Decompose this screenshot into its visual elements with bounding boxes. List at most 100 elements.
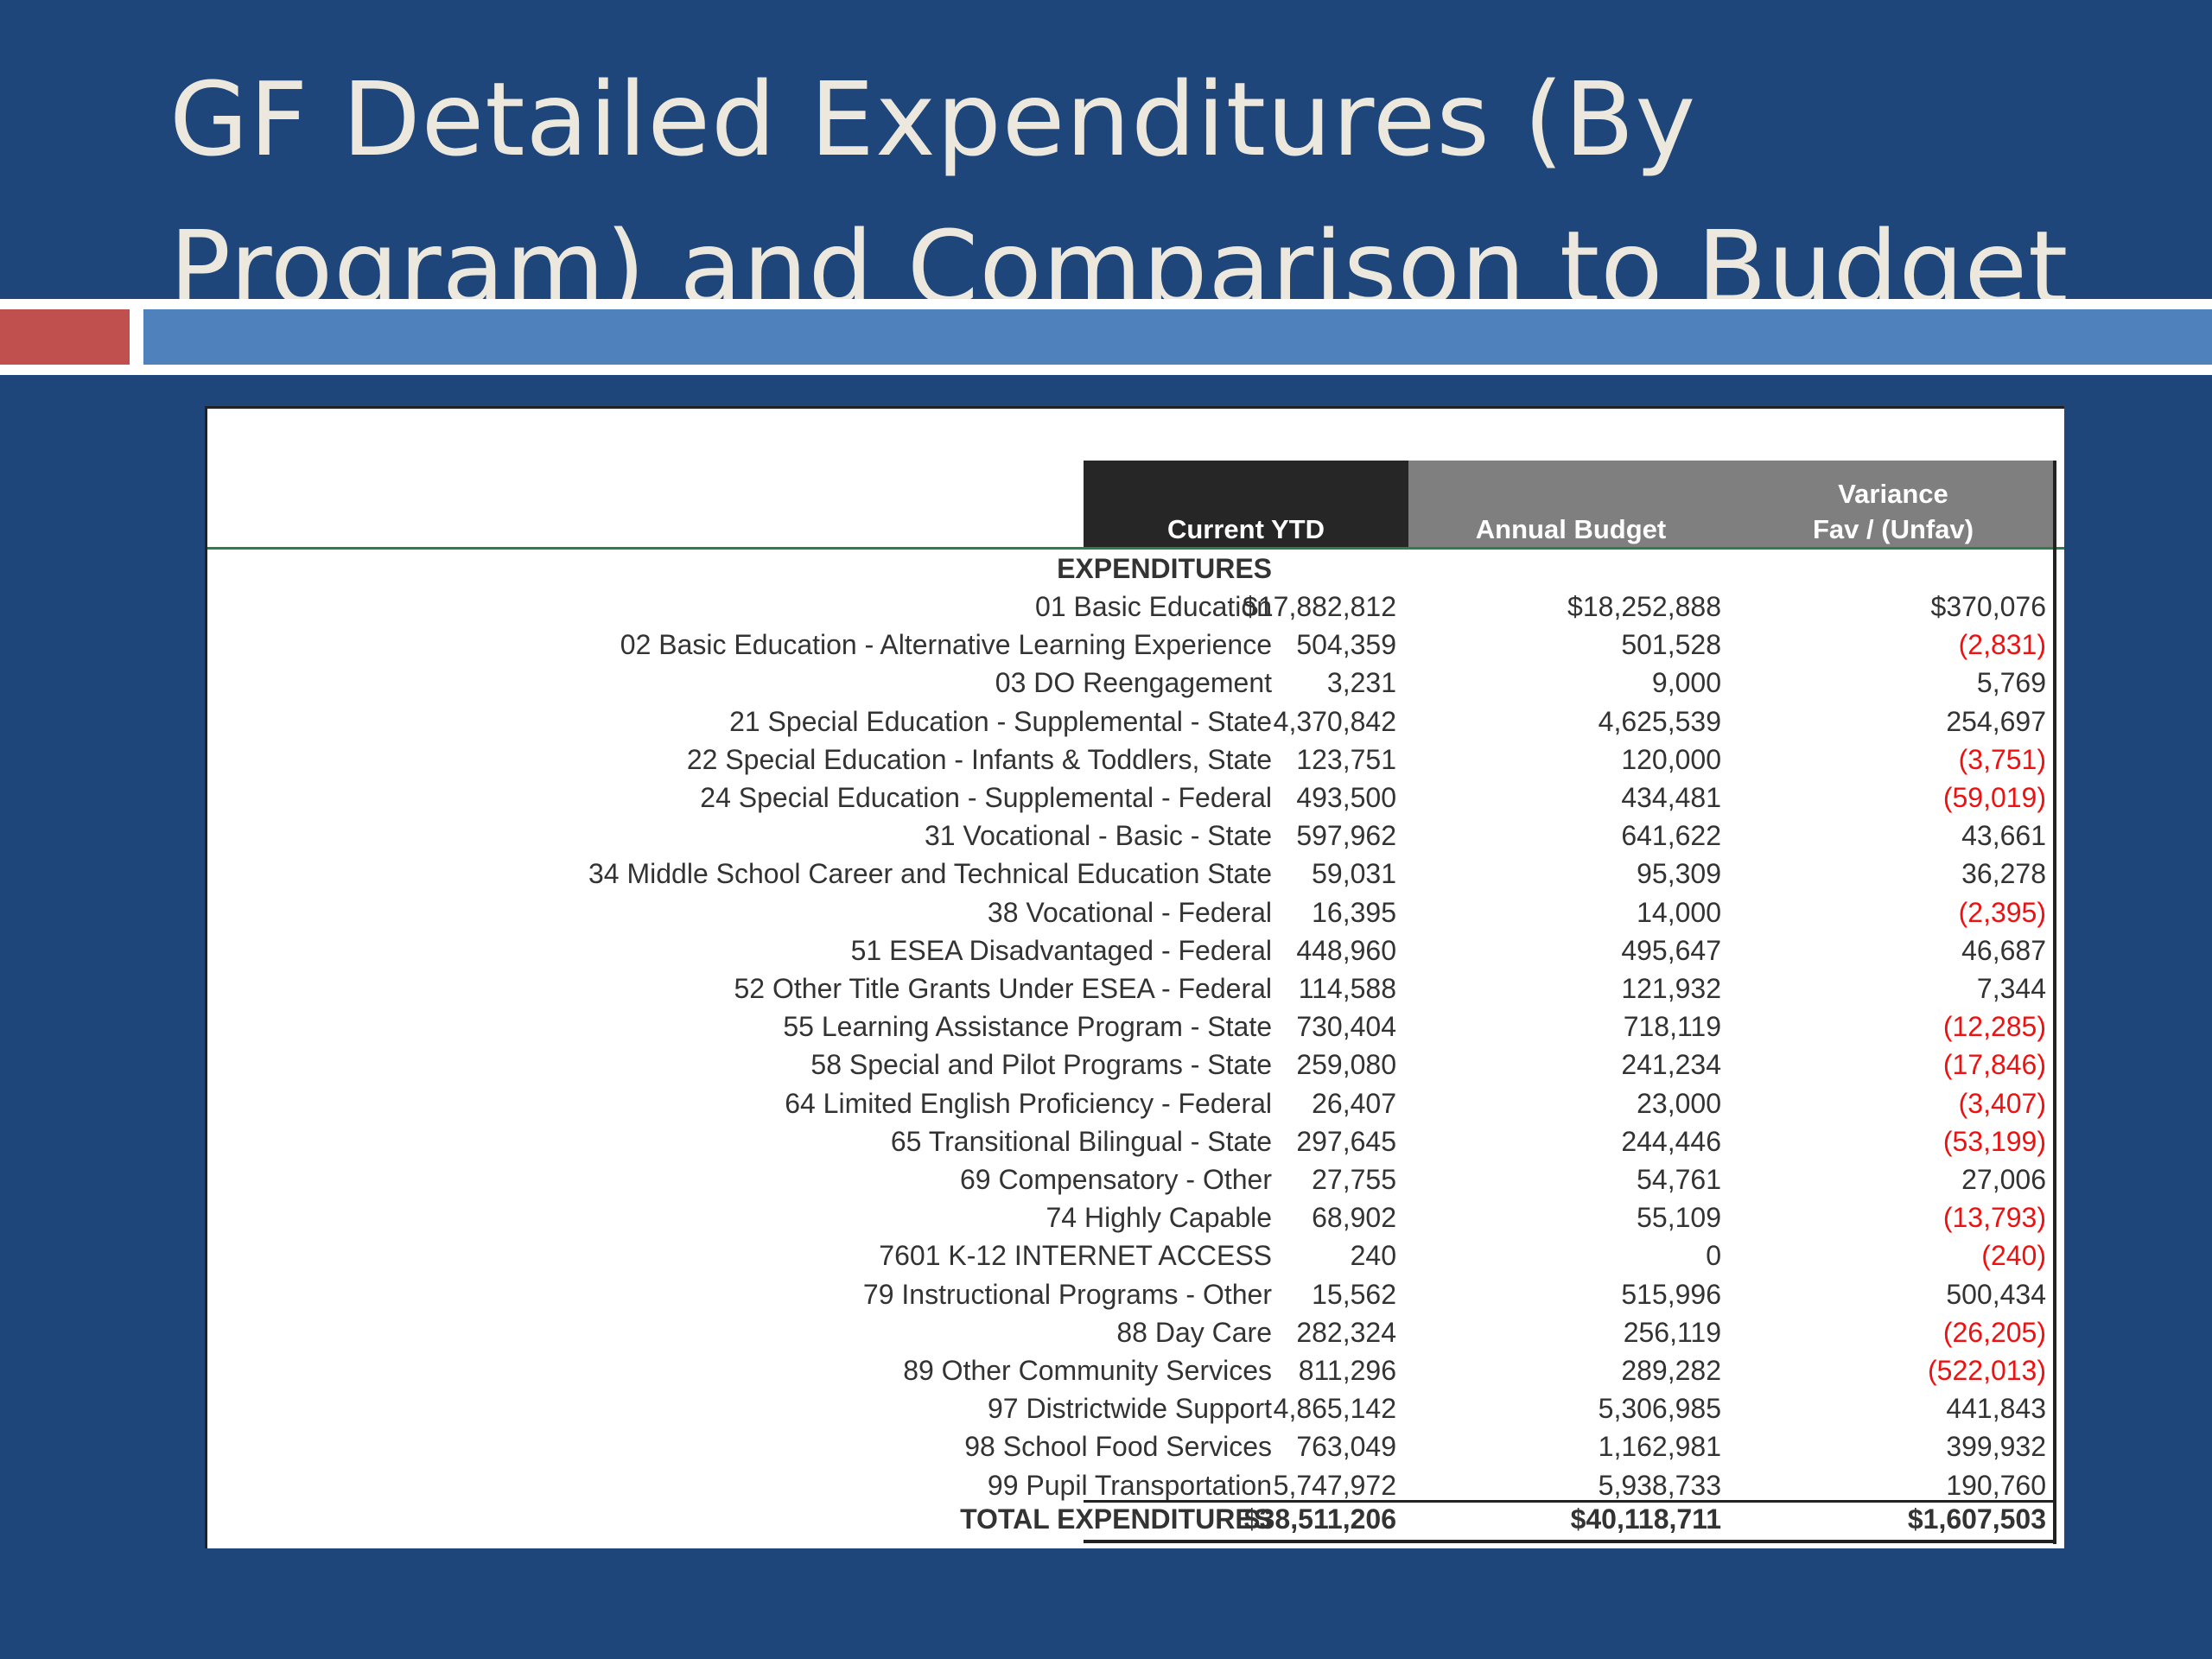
row-current-ytd: 27,755 (1312, 1164, 1396, 1195)
row-label: 02 Basic Education - Alternative Learnin… (620, 629, 1272, 661)
row-current-ytd: 282,324 (1296, 1316, 1396, 1348)
section-label: EXPENDITURES (1057, 553, 1272, 584)
table-row: 64 Limited English Proficiency - Federal… (207, 1088, 2053, 1126)
table-border-left (205, 406, 207, 1548)
row-current-ytd: 811,296 (1298, 1355, 1396, 1386)
section-row: EXPENDITURES (207, 553, 2053, 591)
row-current-ytd: 240 (1350, 1240, 1396, 1272)
row-current-ytd: 597,962 (1296, 820, 1396, 852)
row-variance: 27,006 (1961, 1164, 2046, 1195)
table-row: 65 Transitional Bilingual - State 297,645… (207, 1126, 2053, 1164)
row-annual-budget: 289,282 (1621, 1355, 1721, 1386)
row-current-ytd: 26,407 (1312, 1087, 1396, 1119)
row-annual-budget: 9,000 (1651, 667, 1721, 699)
total-label: TOTAL EXPENDITURES (960, 1503, 1272, 1535)
row-label: 89 Other Community Services (903, 1355, 1272, 1386)
table-row: 22 Special Education - Infants & Toddler… (207, 744, 2053, 782)
row-current-ytd: 59,031 (1312, 858, 1396, 890)
table-border-top (205, 406, 2064, 409)
total-double-underline (1084, 1540, 2056, 1543)
row-variance: (3,751) (1958, 743, 2046, 775)
row-variance: 43,661 (1961, 820, 2046, 852)
table-row: 69 Compensatory - Other 27,755 54,761 27,00… (207, 1164, 2053, 1202)
row-annual-budget: 256,119 (1623, 1316, 1721, 1348)
row-current-ytd: 16,395 (1312, 896, 1396, 928)
total-separator (1084, 1500, 2053, 1503)
row-label: 74 Highly Capable (1046, 1202, 1273, 1234)
row-variance: (2,395) (1958, 896, 2046, 928)
row-annual-budget: 718,119 (1623, 1011, 1721, 1043)
row-variance: (12,285) (1942, 1011, 2046, 1043)
header-variance: Variance Fav / (Unfav) (1733, 461, 2056, 547)
row-variance: 441,843 (1946, 1393, 2046, 1425)
row-label: 7601 K-12 INTERNET ACCESS (879, 1240, 1272, 1272)
total-budget: $40,118,711 (1570, 1503, 1721, 1535)
row-label: 22 Special Education - Infants & Toddler… (686, 743, 1272, 775)
header-current-ytd-label: Current YTD (1166, 514, 1325, 544)
row-variance: 5,769 (1976, 667, 2046, 699)
row-variance: 500,434 (1946, 1278, 2046, 1310)
header-current-ytd: Current YTD (1084, 461, 1408, 547)
slide-title: GF Detailed Expenditures (By Program) an… (169, 45, 2157, 342)
row-label: 58 Special and Pilot Programs - State (810, 1049, 1272, 1081)
total-variance: $1,607,503 (1907, 1503, 2046, 1535)
table-row: 03 DO Reengagement 3,231 9,000 5,769 (207, 667, 2053, 705)
row-annual-budget: 5,938,733 (1598, 1469, 1721, 1501)
row-variance: (17,846) (1942, 1049, 2046, 1081)
row-label: 01 Basic Education (1035, 591, 1272, 622)
row-annual-budget: 55,109 (1637, 1202, 1721, 1234)
row-current-ytd: 15,562 (1312, 1278, 1396, 1310)
row-annual-budget: 95,309 (1637, 858, 1721, 890)
total-row: TOTAL EXPENDITURES $38,511,206 $40,118,7… (207, 1503, 2053, 1541)
row-label: 03 DO Reengagement (995, 667, 1272, 699)
table-row: 31 Vocational - Basic - State 597,962 641,… (207, 820, 2053, 858)
table-border-right (2053, 461, 2056, 1544)
row-variance: 7,344 (1976, 973, 2046, 1004)
row-annual-budget: 641,622 (1621, 820, 1721, 852)
row-current-ytd: $17,882,812 (1243, 591, 1396, 622)
table-row: 21 Special Education - Supplemental - St… (207, 706, 2053, 744)
table-row: 89 Other Community Services 811,296 289,28… (207, 1355, 2053, 1393)
row-label: 64 Limited English Proficiency - Federal (785, 1087, 1272, 1119)
row-current-ytd: 68,902 (1312, 1202, 1396, 1234)
row-annual-budget: 241,234 (1621, 1049, 1721, 1081)
header-separator (207, 547, 2064, 550)
row-variance: (26,205) (1942, 1316, 2046, 1348)
row-label: 97 Districtwide Support (987, 1393, 1272, 1425)
row-variance: (240) (1981, 1240, 2046, 1272)
row-current-ytd: 448,960 (1296, 934, 1396, 966)
row-variance: 46,687 (1961, 934, 2046, 966)
row-variance: 399,932 (1946, 1431, 2046, 1463)
row-annual-budget: 120,000 (1621, 743, 1721, 775)
row-label: 38 Vocational - Federal (987, 896, 1272, 928)
row-annual-budget: 244,446 (1621, 1125, 1721, 1157)
row-annual-budget: 14,000 (1637, 896, 1721, 928)
row-annual-budget: 4,625,539 (1598, 705, 1721, 737)
table-row: 01 Basic Education $17,882,812 $18,252,888… (207, 591, 2053, 629)
row-current-ytd: 493,500 (1296, 782, 1396, 813)
row-current-ytd: 3,231 (1326, 667, 1396, 699)
table-row: 38 Vocational - Federal 16,395 14,000 (2,39… (207, 897, 2053, 935)
row-current-ytd: 114,588 (1298, 973, 1396, 1004)
row-annual-budget: 1,162,981 (1598, 1431, 1721, 1463)
row-annual-budget: 515,996 (1621, 1278, 1721, 1310)
row-current-ytd: 504,359 (1296, 629, 1396, 661)
row-current-ytd: 4,865,142 (1273, 1393, 1396, 1425)
row-variance: 254,697 (1946, 705, 2046, 737)
row-label: 31 Vocational - Basic - State (925, 820, 1272, 852)
title-divider-accent-blue (143, 309, 2212, 365)
row-annual-budget: 54,761 (1637, 1164, 1721, 1195)
row-variance: (53,199) (1942, 1125, 2046, 1157)
row-current-ytd: 763,049 (1296, 1431, 1396, 1463)
expenditure-table-panel (205, 406, 2064, 1548)
row-current-ytd: 730,404 (1296, 1011, 1396, 1043)
header-variance-sublabel: Fav / (Unfav) (1812, 514, 1974, 544)
header-annual-budget-label: Annual Budget (1475, 514, 1667, 544)
table-row: 34 Middle School Career and Technical Ed… (207, 858, 2053, 896)
row-label: 69 Compensatory - Other (959, 1164, 1272, 1195)
row-variance: (2,831) (1958, 629, 2046, 661)
row-label: 88 Day Care (1116, 1316, 1272, 1348)
row-variance: (522,013) (1928, 1355, 2046, 1386)
table-row: 74 Highly Capable 68,902 55,109 (13,793) (207, 1202, 2053, 1240)
row-current-ytd: 297,645 (1296, 1125, 1396, 1157)
